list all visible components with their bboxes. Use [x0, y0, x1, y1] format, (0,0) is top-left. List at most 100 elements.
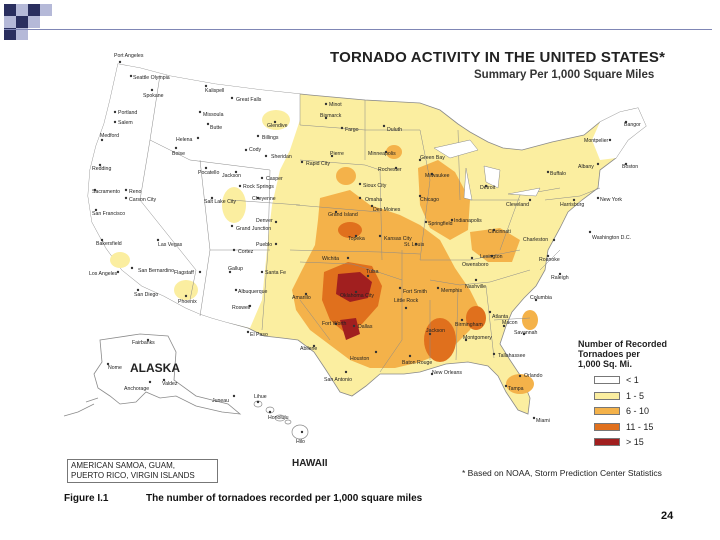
- city-dot: [312, 344, 316, 348]
- city-dot: [148, 380, 152, 384]
- city-dot: [234, 170, 238, 174]
- legend-item: 11 - 15: [594, 422, 653, 432]
- city-dot: [324, 116, 328, 120]
- city-dot: [232, 248, 236, 252]
- city-dot: [273, 120, 277, 124]
- city-label: Detroit: [480, 185, 496, 191]
- city-label: Los Angeles: [89, 271, 118, 277]
- city-label: Cortez: [238, 249, 254, 255]
- city-dot: [156, 238, 160, 242]
- city-dot: [268, 410, 272, 414]
- city-label: Pueblo: [256, 242, 272, 248]
- city-label: Fargo: [345, 127, 359, 133]
- city-dot: [228, 270, 232, 274]
- high-activity-kansas: [338, 222, 362, 238]
- city-dot: [366, 274, 370, 278]
- city-label: Cody: [249, 147, 262, 153]
- midwest-moderate: [418, 160, 470, 240]
- city-label: Buffalo: [550, 171, 566, 177]
- city-label: Jackson: [426, 328, 445, 334]
- city-label: Columbia: [530, 295, 552, 301]
- city-dot: [98, 163, 102, 167]
- city-label: Missoula: [203, 112, 224, 118]
- deco-square: [28, 16, 40, 28]
- city-label: Wichita: [322, 256, 339, 262]
- city-dot: [256, 196, 260, 200]
- city-dot: [488, 310, 492, 314]
- city-label: Cincinnati: [488, 229, 511, 235]
- city-label: Springfield: [428, 221, 453, 227]
- legend-title-line: Number of Recorded: [578, 339, 668, 349]
- city-dot: [300, 430, 304, 434]
- city-label: Bismarck: [320, 113, 342, 119]
- legend-swatch: [594, 438, 620, 446]
- city-dot: [354, 290, 358, 294]
- city-dot: [274, 220, 278, 224]
- city-dot: [418, 194, 422, 198]
- city-dot: [384, 150, 388, 154]
- city-dot: [256, 400, 260, 404]
- city-label: San Bernardino: [138, 268, 174, 274]
- page-number: 24: [661, 510, 674, 522]
- city-dot: [408, 354, 412, 358]
- city-dot: [174, 146, 178, 150]
- city-label: Topeka: [348, 236, 365, 242]
- plains-moderate: [386, 145, 402, 159]
- city-label: Pierre: [330, 151, 344, 157]
- territories-line: PUERTO RICO, VIRGIN ISLANDS: [71, 471, 195, 480]
- city-label: Orlando: [524, 373, 543, 379]
- city-dot: [246, 330, 250, 334]
- city-label: Butte: [210, 125, 222, 131]
- city-dot: [334, 322, 338, 326]
- legend-swatch: [594, 423, 620, 431]
- city-label: Grand Junction: [236, 226, 271, 232]
- city-label: Billings: [262, 135, 279, 141]
- city-dot: [204, 166, 208, 170]
- city-dot: [346, 256, 350, 260]
- city-dot: [234, 288, 238, 292]
- legend-title-line: Tornadoes per: [578, 349, 640, 359]
- city-label: Reno: [129, 189, 142, 195]
- city-label: Rochester: [378, 167, 402, 173]
- city-dot: [374, 350, 378, 354]
- city-dot: [130, 266, 134, 270]
- western-patch: [222, 187, 246, 223]
- state-boundaries: [139, 74, 601, 373]
- city-label: Gallup: [228, 266, 243, 272]
- city-dot: [300, 160, 304, 164]
- city-dot: [502, 324, 506, 328]
- alaska-landmass: [93, 333, 242, 415]
- city-dot: [94, 208, 98, 212]
- low-activity-northeast: [592, 108, 646, 160]
- city-dot: [230, 96, 234, 100]
- great-lakes: [433, 139, 541, 201]
- city-dot: [404, 306, 408, 310]
- city-label: Juneau: [212, 398, 229, 404]
- city-label: Carson City: [129, 197, 157, 203]
- legend-label: 1 - 5: [626, 391, 645, 401]
- city-dot: [394, 166, 398, 170]
- city-label: Montpelier: [584, 138, 608, 144]
- city-dot: [424, 220, 428, 224]
- city-dot: [330, 154, 334, 158]
- figure-number: Figure I.1: [64, 493, 109, 504]
- city-label: Phoenix: [178, 299, 197, 305]
- city-dot: [248, 304, 252, 308]
- city-dot: [428, 332, 432, 336]
- city-dot: [436, 286, 440, 290]
- city-label: Tallahassee: [498, 353, 526, 359]
- territories-note: AMERICAN SAMOA, GUAM, PUERTO RICO, VIRGI…: [67, 459, 218, 483]
- city-label: Cleveland: [506, 202, 529, 208]
- city-label: Chicago: [420, 197, 439, 203]
- western-patch: [110, 252, 130, 268]
- city-label: Macon: [502, 320, 518, 326]
- city-label: Rock Springs: [243, 184, 274, 190]
- city-label: Sacramento: [92, 189, 120, 195]
- city-dot: [256, 134, 260, 138]
- legend-item: 6 - 10: [594, 406, 649, 416]
- low-activity-west: [88, 64, 300, 328]
- deco-square: [16, 28, 28, 40]
- city-label: Las Vegas: [158, 242, 183, 248]
- city-dot: [150, 88, 154, 92]
- city-dot: [358, 182, 362, 186]
